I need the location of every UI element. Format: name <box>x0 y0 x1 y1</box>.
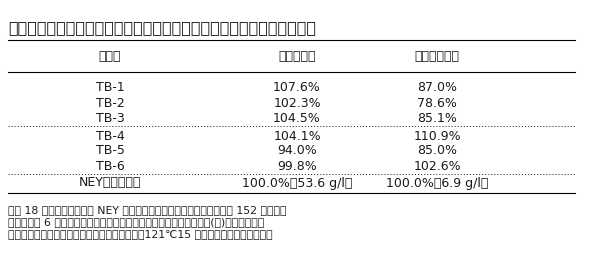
Text: TB-1: TB-1 <box>96 82 124 95</box>
Text: TB-5: TB-5 <box>96 144 124 157</box>
Text: 104.1%: 104.1% <box>273 130 321 143</box>
Text: TB-2: TB-2 <box>96 96 124 109</box>
Text: エタノール: エタノール <box>278 50 316 63</box>
Text: 85.1%: 85.1% <box>417 111 457 124</box>
Text: 最終候補株 6 株のデータを記載。てんさい搾汁液は、日本甜菜製糖(株)での製糖工程: 最終候補株 6 株のデータを記載。てんさい搾汁液は、日本甜菜製糖(株)での製糖工… <box>8 217 264 227</box>
Text: 107.6%: 107.6% <box>273 82 321 95</box>
Text: 85.0%: 85.0% <box>417 144 457 157</box>
Text: 110.9%: 110.9% <box>413 130 461 143</box>
Text: 発酵 18 時間後の生産量を NEY の生産量との相対値で標記。分離酵母 152 株のうち: 発酵 18 時間後の生産量を NEY の生産量との相対値で標記。分離酵母 152… <box>8 205 287 215</box>
Text: NEY（実用株）: NEY（実用株） <box>79 176 141 189</box>
Text: 100.0%（6.9 g/l）: 100.0%（6.9 g/l） <box>386 176 488 189</box>
Text: TB-4: TB-4 <box>96 130 124 143</box>
Text: 99.8%: 99.8% <box>277 160 317 173</box>
Text: 94.0%: 94.0% <box>277 144 317 157</box>
Text: TB-6: TB-6 <box>96 160 124 173</box>
Text: 102.6%: 102.6% <box>413 160 461 173</box>
Text: 78.6%: 78.6% <box>417 96 457 109</box>
Text: 100.0%（53.6 g/l）: 100.0%（53.6 g/l） <box>242 176 352 189</box>
Text: 87.0%: 87.0% <box>417 82 457 95</box>
Text: の途中に抜き出した搾汁に、無機塩を添加後、121℃15 分間滅菌したものである。: の途中に抜き出した搾汁に、無機塩を添加後、121℃15 分間滅菌したものである。 <box>8 229 273 239</box>
Text: 104.5%: 104.5% <box>273 111 321 124</box>
Text: グリセロール: グリセロール <box>415 50 459 63</box>
Text: 102.3%: 102.3% <box>273 96 321 109</box>
Text: TB-3: TB-3 <box>96 111 124 124</box>
Text: 表　てんさい搾汁液培地での分離酵母のエタノールとグリセロール生産: 表 てんさい搾汁液培地での分離酵母のエタノールとグリセロール生産 <box>8 20 316 35</box>
Text: 菌株名: 菌株名 <box>99 50 121 63</box>
